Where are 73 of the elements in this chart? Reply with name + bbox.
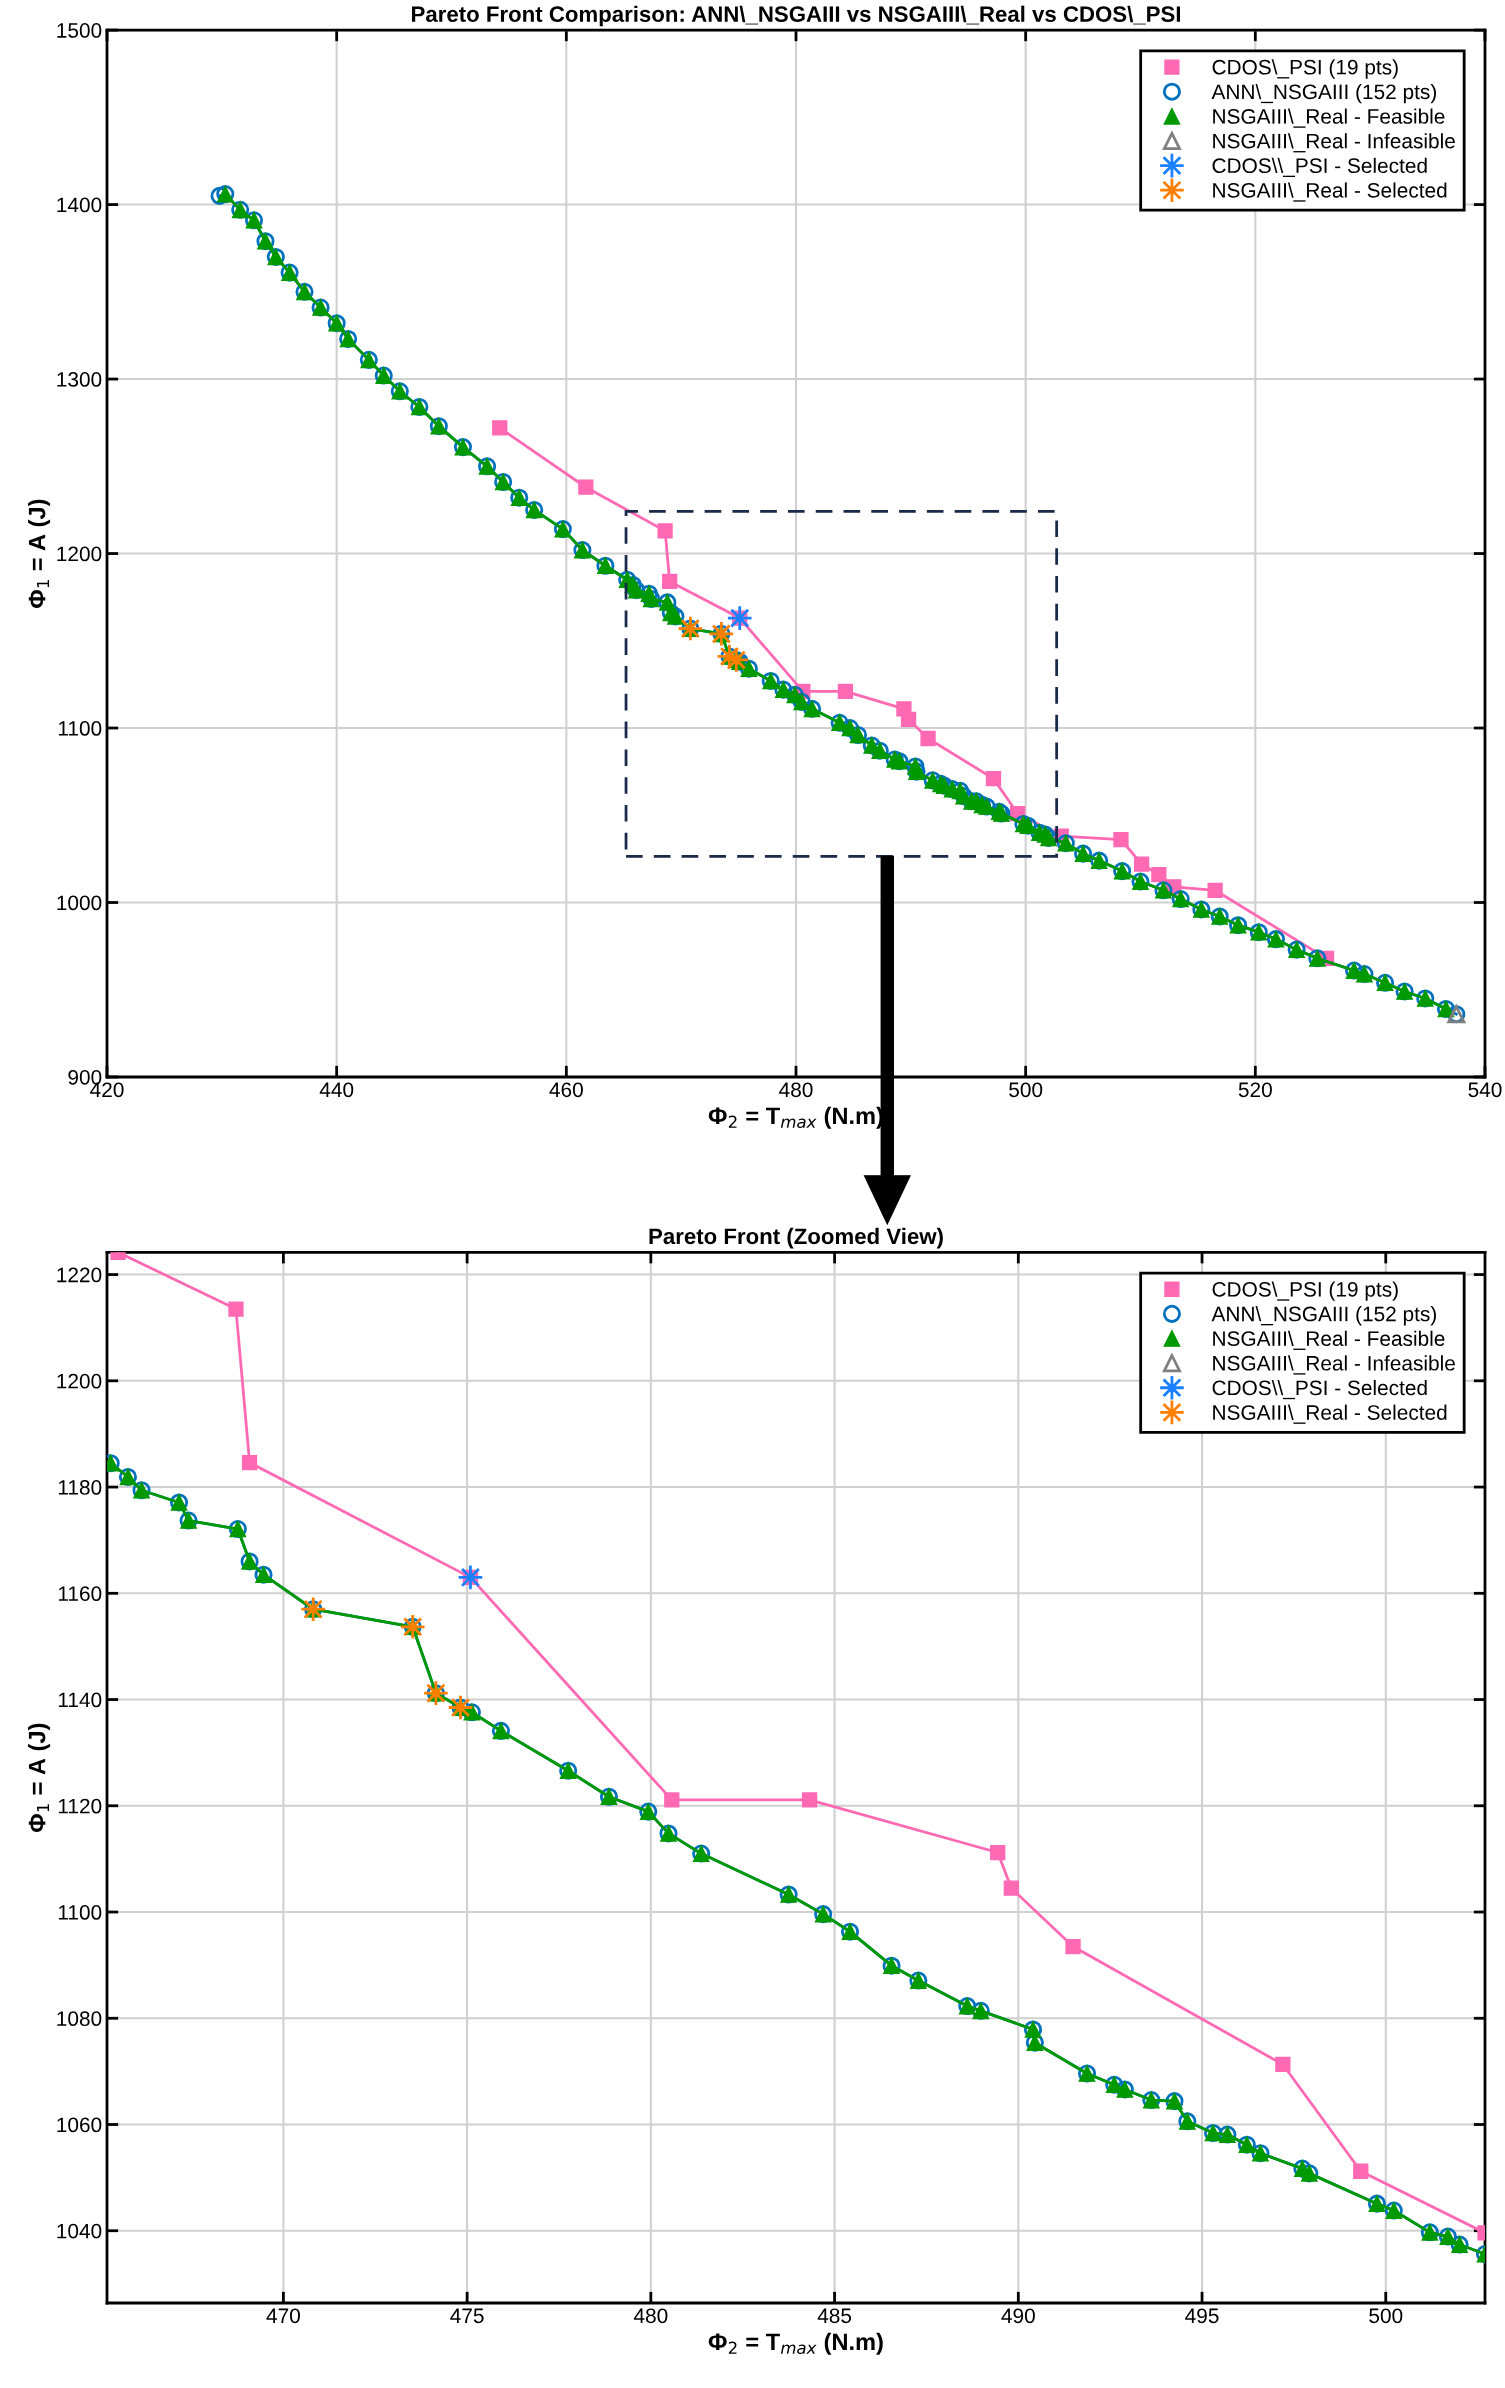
point bbox=[1207, 882, 1223, 898]
point bbox=[664, 1792, 680, 1808]
x-tick-label: 485 bbox=[817, 2308, 852, 2324]
point bbox=[801, 1792, 818, 1808]
point bbox=[228, 1301, 244, 1317]
x-tick-label: 500 bbox=[1009, 1082, 1043, 1098]
legend-label: ANN\_NSGAIII (152 pts) bbox=[1211, 83, 1436, 104]
legend-label: NSGAIII\_Real - Selected bbox=[1213, 182, 1447, 202]
legend-label: ANN\_NSGAIII (152 pts) bbox=[1211, 1306, 1436, 1326]
x-tick-label: 520 bbox=[1238, 1082, 1272, 1098]
legend-label: NSGAIII\_Real - Infeasible bbox=[1213, 1355, 1455, 1375]
point bbox=[1133, 856, 1150, 872]
y-tick-label: 1160 bbox=[58, 1586, 102, 1602]
x-tick-label: 495 bbox=[1185, 2308, 1219, 2324]
y-tick-label: 1400 bbox=[57, 197, 102, 213]
chart-title: Pareto Front Comparison: ANN\_NSGAIII vs NSGAIII\_Real vs CDOS\_PSI bbox=[412, 5, 1180, 27]
y-tick-label: 1100 bbox=[58, 721, 102, 736]
y-axis-title: Φ$_{1}$ = A (J) bbox=[28, 1723, 51, 1833]
legend-label: NSGAIII\_Real - Feasible bbox=[1213, 1330, 1445, 1350]
x-tick-label: 480 bbox=[633, 2308, 668, 2324]
point bbox=[1065, 1938, 1081, 1955]
y-tick-label: 1060 bbox=[57, 2117, 102, 2133]
y-tick-label: 1300 bbox=[57, 372, 102, 387]
point bbox=[837, 683, 854, 700]
y-tick-label: 1000 bbox=[57, 895, 102, 911]
point bbox=[457, 1564, 484, 1591]
x-axis-title: Φ$_{2}$ = T$_{max}$ (N.m) bbox=[708, 1106, 883, 1129]
point bbox=[985, 770, 1002, 787]
x-tick-label: 440 bbox=[319, 1082, 354, 1098]
point bbox=[662, 573, 678, 590]
point bbox=[708, 620, 735, 647]
y-tick-label: 1100 bbox=[58, 1905, 102, 1920]
y-tick-label: 1180 bbox=[58, 1480, 102, 1495]
point bbox=[900, 711, 917, 727]
x-tick-label: 475 bbox=[450, 2308, 484, 2324]
point bbox=[492, 420, 508, 436]
legend-label: CDOS\\_PSI - Selected bbox=[1212, 1379, 1427, 1400]
chart-title: Pareto Front (Zoomed View) bbox=[649, 1227, 943, 1249]
y-tick-label: 1140 bbox=[58, 1692, 102, 1708]
x-axis-title: Φ$_{2}$ = T$_{max}$ (N.m) bbox=[708, 2332, 883, 2355]
point bbox=[990, 1844, 1006, 1861]
y-tick-label: 1500 bbox=[57, 23, 102, 38]
point bbox=[241, 1454, 258, 1471]
x-tick-label: 480 bbox=[779, 1082, 813, 1098]
x-tick-label: 500 bbox=[1369, 2308, 1403, 2324]
point bbox=[657, 523, 673, 539]
y-tick-label: 1040 bbox=[57, 2223, 102, 2239]
point bbox=[299, 1596, 327, 1623]
y-tick-label: 1200 bbox=[57, 1373, 102, 1389]
point bbox=[1275, 2056, 1291, 2073]
point bbox=[920, 730, 936, 747]
legend-label: NSGAIII\_Real - Infeasible bbox=[1213, 133, 1455, 153]
legend-label: NSGAIII\_Real - Feasible bbox=[1213, 108, 1445, 128]
point bbox=[1151, 866, 1167, 883]
x-tick-label: 490 bbox=[1001, 2308, 1035, 2324]
point bbox=[1113, 832, 1129, 848]
x-tick-label: 460 bbox=[549, 1082, 583, 1098]
legend-label: CDOS\_PSI (19 pts) bbox=[1212, 59, 1398, 79]
x-tick-label: 540 bbox=[1468, 1082, 1502, 1098]
y-tick-label: 1080 bbox=[57, 2011, 102, 2027]
point bbox=[422, 1679, 450, 1707]
x-tick-label: 470 bbox=[266, 2308, 300, 2324]
point bbox=[1353, 2163, 1369, 2179]
legend-label: CDOS\\_PSI - Selected bbox=[1212, 157, 1427, 178]
point bbox=[578, 479, 594, 495]
legend-label: NSGAIII\_Real - Selected bbox=[1213, 1404, 1447, 1424]
legend-label: CDOS\_PSI (19 pts) bbox=[1212, 1281, 1398, 1301]
y-tick-label: 1220 bbox=[57, 1267, 102, 1283]
y-tick-label: 1120 bbox=[58, 1798, 102, 1814]
point bbox=[1003, 1880, 1019, 1896]
point bbox=[677, 615, 704, 642]
y-tick-label: 1200 bbox=[57, 546, 102, 562]
y-axis-title: Φ$_{1}$ = A (J) bbox=[28, 499, 51, 608]
